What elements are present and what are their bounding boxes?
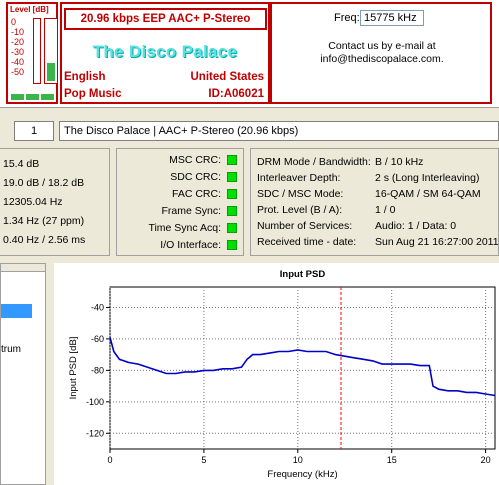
mode-label: Number of Services: <box>257 220 353 232</box>
level-meter-right-fill <box>47 63 55 81</box>
psd-series-line <box>109 337 496 397</box>
x-tick-label: 0 <box>107 455 112 465</box>
contact-line-1: Contact us by e-mail at <box>328 40 436 52</box>
mode-label: Interleaver Depth: <box>257 172 341 184</box>
frame-sync-led <box>227 206 237 216</box>
crc-label: I/O Interface: <box>160 239 221 251</box>
crc-label: Frame Sync: <box>161 205 221 217</box>
station-info-box: 20.96 kbps EEP AAC+ P-Stereo The Disco P… <box>60 2 270 104</box>
chart-title: Input PSD <box>280 269 326 280</box>
x-axis-label: Frequency (kHz) <box>267 469 337 480</box>
fac-crc-led <box>227 189 237 199</box>
mode-label: Prot. Level (B / A): <box>257 204 343 216</box>
y-tick-label: -120 <box>86 428 104 438</box>
mode-label: SDC / MSC Mode: <box>257 188 344 200</box>
dc-frequency-value: 12305.04 Hz <box>3 196 63 208</box>
station-name: The Disco Palace <box>92 42 238 61</box>
drm-mode-group: DRM Mode / Bandwidth: B / 10 kHz Interle… <box>250 148 499 256</box>
mer-value: 19.0 dB / 18.2 dB <box>3 177 85 189</box>
status-led <box>41 94 54 100</box>
doppler-delay-value: 0.40 Hz / 2.56 ms <box>3 234 86 246</box>
frequency-input[interactable] <box>360 10 424 26</box>
level-tick: -50 <box>11 67 25 77</box>
top-info-panel: Level [dB] 0 -10 -20 -30 -40 -50 20.96 k… <box>0 0 499 108</box>
mode-value: 16-QAM / SM 64-QAM <box>375 188 481 200</box>
mode-label: DRM Mode / Bandwidth: <box>257 156 371 168</box>
service-number-button[interactable]: 1 <box>14 121 54 141</box>
list-item[interactable]: trum <box>1 344 21 355</box>
crc-label: MSC CRC: <box>169 154 221 166</box>
country-label: United States <box>190 71 265 83</box>
y-axis-label: Input PSD [dB] <box>68 337 79 400</box>
mode-label: Received time - date: <box>257 236 357 248</box>
service-label: The Disco Palace | AAC+ P-Stereo (20.96 … <box>59 121 499 141</box>
crc-status-group: MSC CRC: SDC CRC: FAC CRC: Frame Sync: T… <box>116 148 244 256</box>
level-meter-left <box>33 18 41 84</box>
plot-frame <box>109 286 496 450</box>
level-tick: 0 <box>11 17 17 27</box>
msc-crc-led <box>227 155 237 165</box>
y-tick-label: -40 <box>91 302 104 312</box>
x-tick-label: 10 <box>293 455 303 465</box>
x-tick-label: 15 <box>387 455 397 465</box>
signal-stats-group: 15.4 dB 19.0 dB / 18.2 dB 12305.04 Hz 1.… <box>0 148 110 256</box>
level-tick: -10 <box>11 27 25 37</box>
status-led <box>26 94 39 100</box>
mode-value: 2 s (Long Interleaving) <box>375 172 480 184</box>
level-tick: -20 <box>11 37 25 47</box>
y-tick-label: -60 <box>91 334 104 344</box>
station-id-label: ID:A06021 <box>208 88 264 100</box>
crc-label: FAC CRC: <box>171 188 221 200</box>
status-led <box>11 94 24 100</box>
contact-line-2: info@thediscopalace.com. <box>320 53 444 65</box>
psd-chart-svg: -40 -60 -80 -100 -120 0 5 10 15 20 Input PSD Freque… <box>68 269 496 480</box>
y-tick-label: -80 <box>91 365 104 375</box>
x-tick-label: 20 <box>481 455 491 465</box>
sdc-crc-led <box>227 172 237 182</box>
contact-text: Contact us by e-mail at info@thediscopal… <box>282 40 482 66</box>
crc-label: Time Sync Acq: <box>148 222 221 234</box>
chart-selector-list[interactable]: trum <box>0 263 46 485</box>
level-tick: -30 <box>11 47 25 57</box>
crc-label: SDC CRC: <box>170 171 221 183</box>
contact-box: Freq: Contact us by e-mail at info@thedi… <box>270 2 492 104</box>
list-header <box>1 264 45 272</box>
x-tick-label: 5 <box>201 455 206 465</box>
mode-value: 1 / 0 <box>375 204 396 216</box>
language-label: English <box>64 71 106 83</box>
selected-list-item[interactable] <box>1 304 32 318</box>
y-tick-label: -100 <box>86 397 104 407</box>
mode-value: Sun Aug 21 16:27:00 2011 <box>375 236 499 248</box>
io-interface-led <box>227 240 237 250</box>
snr-value: 15.4 dB <box>3 158 40 170</box>
mode-value: Audio: 1 / Data: 0 <box>375 220 457 232</box>
level-meter-box: Level [dB] 0 -10 -20 -30 -40 -50 <box>6 2 58 104</box>
level-meter-right <box>44 18 58 84</box>
psd-chart: -40 -60 -80 -100 -120 0 5 10 15 20 Input PSD Freque… <box>54 263 499 485</box>
mode-value: B / 10 kHz <box>375 156 424 168</box>
time-sync-led <box>227 223 237 233</box>
bitrate-label: 20.96 kbps EEP AAC+ P-Stereo <box>64 8 267 30</box>
program-type-label: Pop Music <box>64 88 122 100</box>
sample-offset-value: 1.34 Hz (27 ppm) <box>3 215 85 227</box>
level-tick: -40 <box>11 57 25 67</box>
level-title: Level [dB] <box>10 5 49 14</box>
frequency-label: Freq: <box>334 12 360 24</box>
